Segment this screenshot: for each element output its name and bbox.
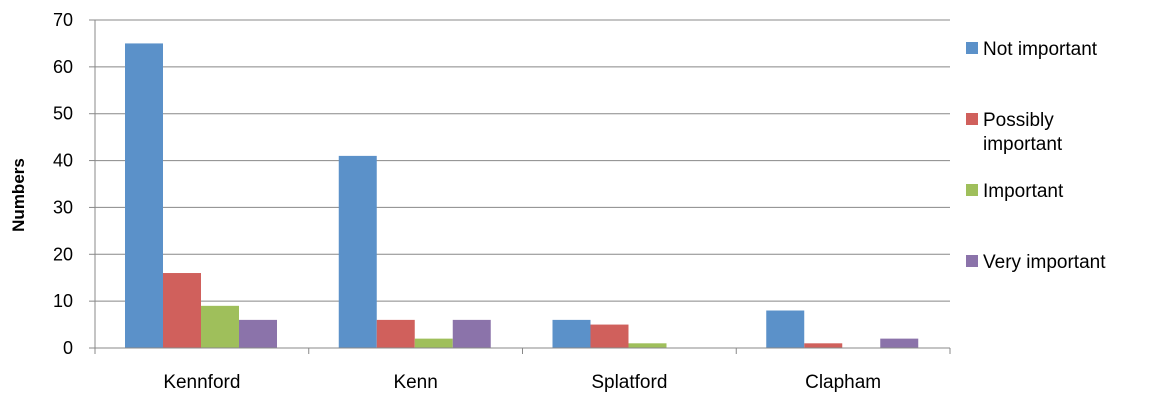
bar bbox=[239, 319, 277, 348]
bar bbox=[880, 338, 919, 348]
bar bbox=[414, 338, 453, 348]
legend-item: Important bbox=[966, 181, 1064, 202]
legend-label: Very important bbox=[983, 252, 1106, 273]
legend-item: Not important bbox=[966, 39, 1098, 60]
y-axis-title: Numbers bbox=[9, 158, 28, 232]
bar bbox=[766, 310, 805, 348]
y-tick-label: 60 bbox=[53, 57, 73, 77]
x-category-label: Splatford bbox=[591, 372, 667, 393]
y-tick-label: 70 bbox=[53, 10, 73, 30]
y-tick-label: 0 bbox=[63, 338, 73, 358]
legend-label: Important bbox=[983, 181, 1064, 202]
bar bbox=[338, 155, 377, 348]
y-tick-labels: 0 10 20 30 40 50 60 70 bbox=[53, 10, 73, 358]
legend-label: Possibly important bbox=[983, 110, 1063, 155]
bar bbox=[201, 305, 239, 348]
bar bbox=[628, 343, 667, 348]
axes bbox=[89, 19, 951, 354]
x-category-label: Clapham bbox=[805, 372, 881, 393]
x-category-labels: Kennford Kenn Splatford Clapham bbox=[163, 372, 881, 393]
bar bbox=[552, 319, 591, 348]
bar bbox=[804, 343, 843, 348]
y-tick-label: 50 bbox=[53, 104, 73, 124]
y-tick-label: 10 bbox=[53, 291, 73, 311]
legend-label: Not important bbox=[983, 39, 1098, 60]
legend-swatch bbox=[966, 184, 978, 196]
legend-swatch bbox=[966, 113, 978, 125]
y-tick-label: 20 bbox=[53, 244, 73, 264]
legend-swatch bbox=[966, 255, 978, 267]
legend-item: Very important bbox=[966, 252, 1106, 273]
x-category-label: Kenn bbox=[393, 372, 437, 393]
legend-item: Possibly important bbox=[966, 110, 1063, 155]
bar bbox=[125, 43, 163, 349]
legend-swatch bbox=[966, 42, 978, 54]
bar bbox=[163, 273, 201, 348]
bars bbox=[125, 43, 919, 349]
y-tick-label: 30 bbox=[53, 197, 73, 217]
bar bbox=[590, 324, 629, 348]
gridlines bbox=[95, 19, 950, 302]
legend: Not important Possibly important Important V… bbox=[966, 39, 1106, 273]
y-tick-label: 40 bbox=[53, 151, 73, 171]
bar bbox=[376, 319, 415, 348]
x-category-label: Kennford bbox=[163, 372, 240, 393]
bar bbox=[452, 319, 491, 348]
